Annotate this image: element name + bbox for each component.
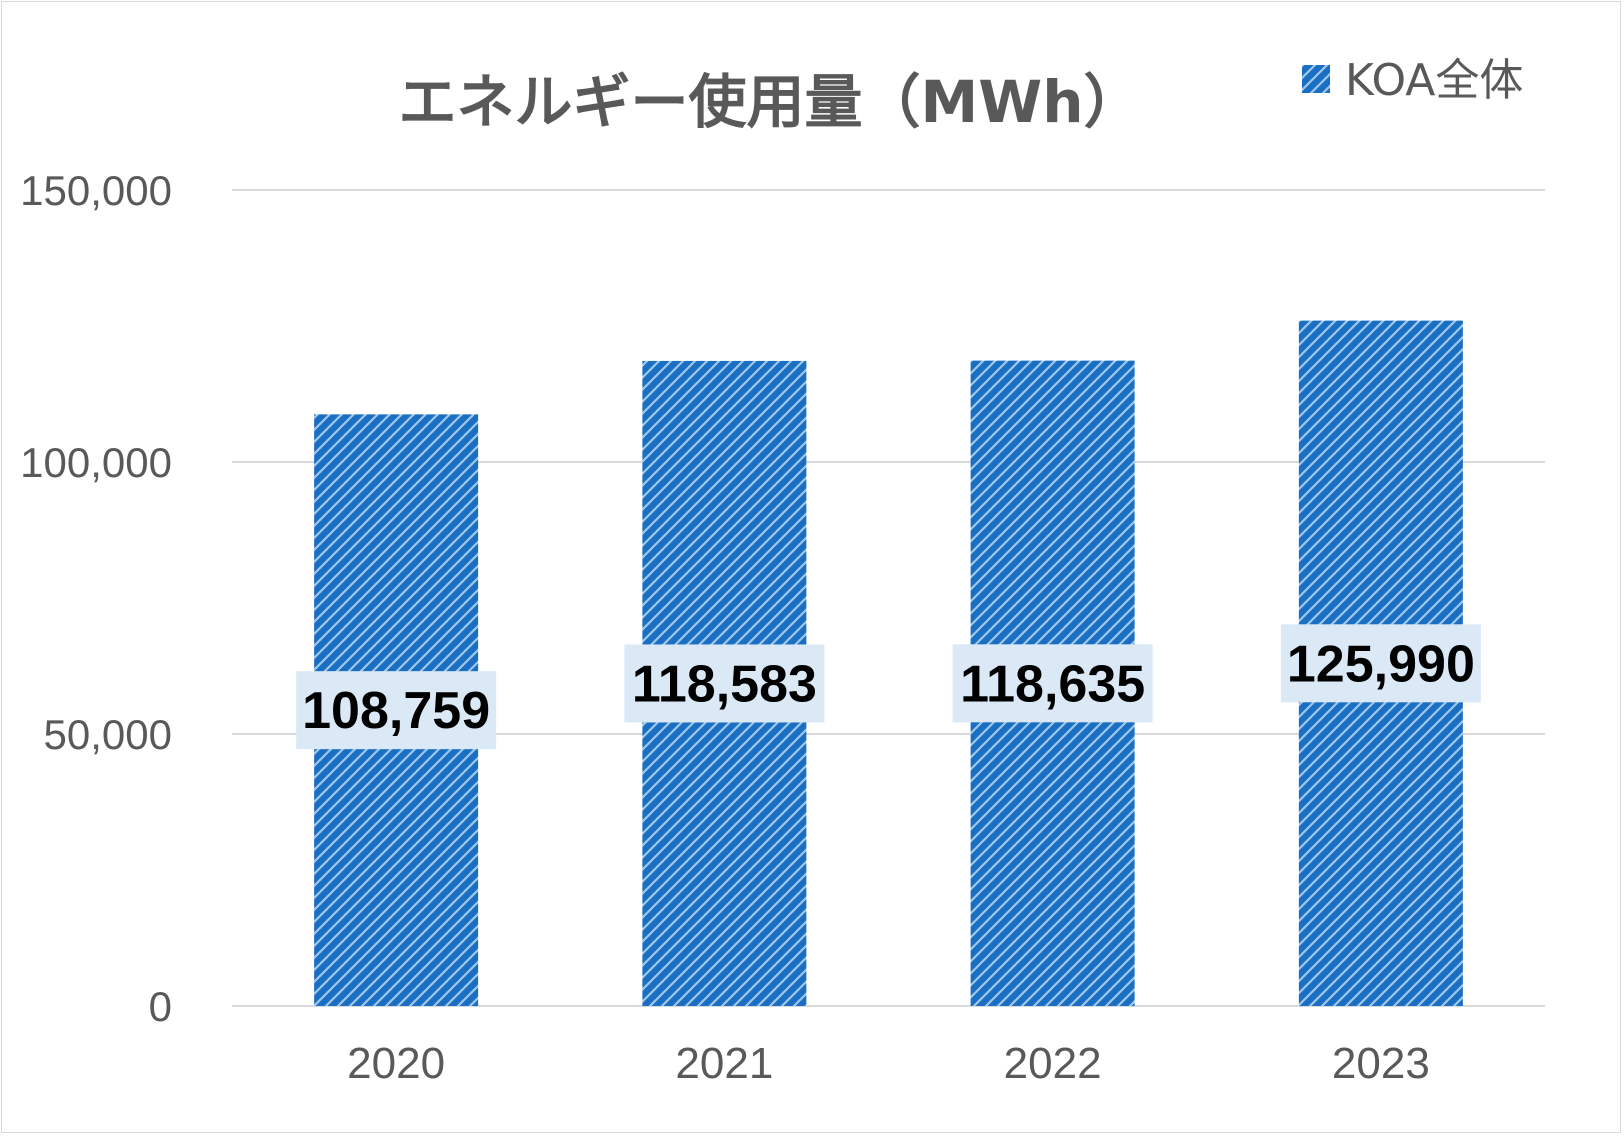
data-labels: 108,759 118,583 118,635 125,990 <box>296 624 1481 750</box>
data-label-background <box>952 644 1153 723</box>
data-label-2023: 125,990 <box>1287 635 1475 693</box>
y-tick-label: 100,000 <box>20 439 172 486</box>
x-tick-label: 2021 <box>675 1039 773 1088</box>
legend: KOA全体 <box>1302 55 1523 106</box>
data-label-background <box>296 671 497 750</box>
x-tick-label: 2023 <box>1332 1039 1430 1088</box>
x-axis-ticks: 2020 2021 2022 2023 <box>347 1039 1430 1088</box>
data-label-background <box>624 644 825 723</box>
y-axis-ticks: 0 50,000 100,000 150,000 <box>20 167 172 1030</box>
legend-swatch <box>1302 65 1330 93</box>
chart-title: エネルギー使用量（MWh） <box>399 68 1142 136</box>
y-tick-label: 50,000 <box>44 711 172 758</box>
legend-label: KOA全体 <box>1345 55 1523 106</box>
x-tick-label: 2020 <box>347 1039 445 1088</box>
y-tick-label: 0 <box>149 983 172 1030</box>
data-label-background <box>1280 624 1481 703</box>
x-tick-label: 2022 <box>1004 1039 1102 1088</box>
data-label-2022: 118,635 <box>960 655 1145 713</box>
data-label-2020: 108,759 <box>302 682 490 740</box>
data-label-2021: 118,583 <box>632 655 817 713</box>
y-tick-label: 150,000 <box>20 167 172 214</box>
